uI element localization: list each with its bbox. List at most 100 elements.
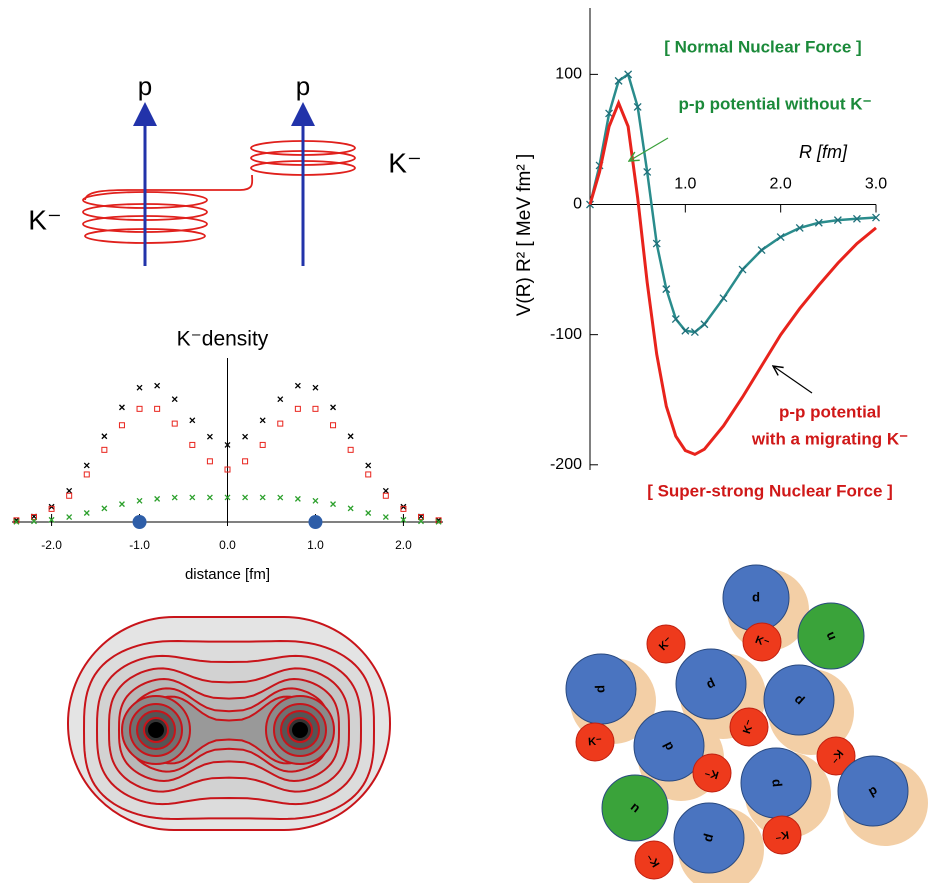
orbit-diagram: [82, 140, 356, 244]
data-point: [277, 420, 284, 427]
data-point: [633, 102, 642, 111]
data-point: [347, 433, 354, 440]
particle-label: p: [752, 592, 760, 607]
x-tick-label: 0.0: [219, 538, 236, 552]
data-point: [277, 494, 284, 501]
particle: [646, 624, 686, 664]
data-point: [418, 514, 425, 521]
data-point: [277, 396, 284, 403]
data-point: [154, 495, 161, 502]
data-point: [206, 458, 213, 465]
particle: [633, 710, 705, 782]
data-point: [101, 433, 108, 440]
data-point: [101, 446, 108, 453]
data-point: [382, 487, 389, 494]
data-point: [435, 518, 442, 525]
data-point: [330, 404, 337, 411]
data-point: [652, 239, 661, 248]
chart-title: K⁻density: [177, 328, 269, 351]
data-point: [614, 76, 623, 85]
data-point: [189, 494, 196, 501]
data-point: [206, 494, 213, 501]
contour-core: [292, 722, 308, 738]
x-tick-label: 1.0: [307, 538, 324, 552]
particle: [742, 622, 782, 662]
particle-label: p: [767, 778, 783, 788]
data-point: [66, 514, 73, 521]
particle: [763, 664, 835, 736]
data-point: [294, 382, 301, 389]
x-tick-label: 2.0: [770, 176, 792, 193]
data-point: [154, 382, 161, 389]
x-tick-label: 1.0: [674, 176, 696, 193]
proton-label: p: [138, 71, 152, 101]
data-point: [312, 405, 319, 412]
data-point: [382, 492, 389, 499]
data-point: [171, 494, 178, 501]
data-point: [312, 497, 319, 504]
data-point: [671, 315, 680, 323]
data-point: [31, 518, 37, 525]
particle: [675, 648, 747, 720]
data-point: [154, 405, 161, 412]
particle: [692, 753, 732, 793]
particle: [729, 707, 769, 747]
particle: [816, 736, 856, 776]
particle: [837, 755, 909, 827]
data-point: [83, 510, 90, 516]
x-axis-label: distance [fm]: [185, 566, 270, 583]
proton-marker: [308, 515, 323, 529]
particle-label: K⁻: [588, 735, 603, 748]
particle: [634, 840, 674, 880]
particle: [601, 774, 669, 842]
annotation: [ Super-strong Nuclear Force ]: [647, 481, 893, 500]
data-point: [242, 458, 249, 465]
data-point: [586, 200, 594, 209]
data-point: [136, 497, 143, 504]
data-point: [776, 233, 785, 242]
pointer-arrow: [773, 366, 813, 394]
series-line: [588, 72, 877, 334]
series-line: [588, 99, 877, 457]
data-point: [83, 471, 90, 478]
y-tick-label: 100: [555, 66, 582, 83]
data-point: [118, 404, 125, 411]
x-tick-label: 3.0: [865, 176, 887, 193]
x-axis-label: R [fm]: [799, 142, 848, 162]
data-point: [13, 517, 20, 524]
data-point: [259, 494, 266, 501]
data-point: [643, 168, 652, 176]
data-point: [872, 213, 880, 222]
data-point: [48, 505, 55, 512]
data-point: [365, 510, 372, 516]
x-tick-label: -2.0: [41, 538, 62, 552]
y-tick-label: -200: [550, 456, 582, 473]
data-point: [757, 246, 766, 255]
annotation: with a migrating K⁻: [751, 429, 908, 448]
contour-core: [148, 722, 164, 738]
data-point: [66, 492, 73, 499]
data-point: [48, 516, 55, 523]
data-point: [700, 320, 709, 329]
data-point: [330, 422, 337, 429]
data-point: [719, 294, 728, 303]
data-point: [365, 471, 372, 478]
potential-chart: -200 -100 0 100 1.0 2.0 3.0 R [fm] V(R) R² [ MeV…: [514, 8, 908, 500]
density-chart: -2.0 -1.0 0.0 1.0 2.0 K⁻density distance [fm]: [12, 328, 443, 583]
data-point: [662, 285, 671, 294]
data-point: [681, 326, 690, 335]
data-point: [189, 417, 196, 424]
particle-label: K⁻: [753, 634, 770, 650]
data-point: [365, 462, 372, 469]
data-point: [795, 223, 804, 232]
data-point: [242, 433, 249, 440]
x-tick-label: -1.0: [129, 538, 150, 552]
annotation: p-p potential: [779, 402, 881, 421]
contour-diagram: [67, 616, 391, 831]
particle-label: K⁻: [741, 718, 757, 735]
annotation: p-p potential without K⁻: [678, 94, 871, 113]
data-point: [690, 328, 699, 337]
data-point: [400, 505, 407, 512]
